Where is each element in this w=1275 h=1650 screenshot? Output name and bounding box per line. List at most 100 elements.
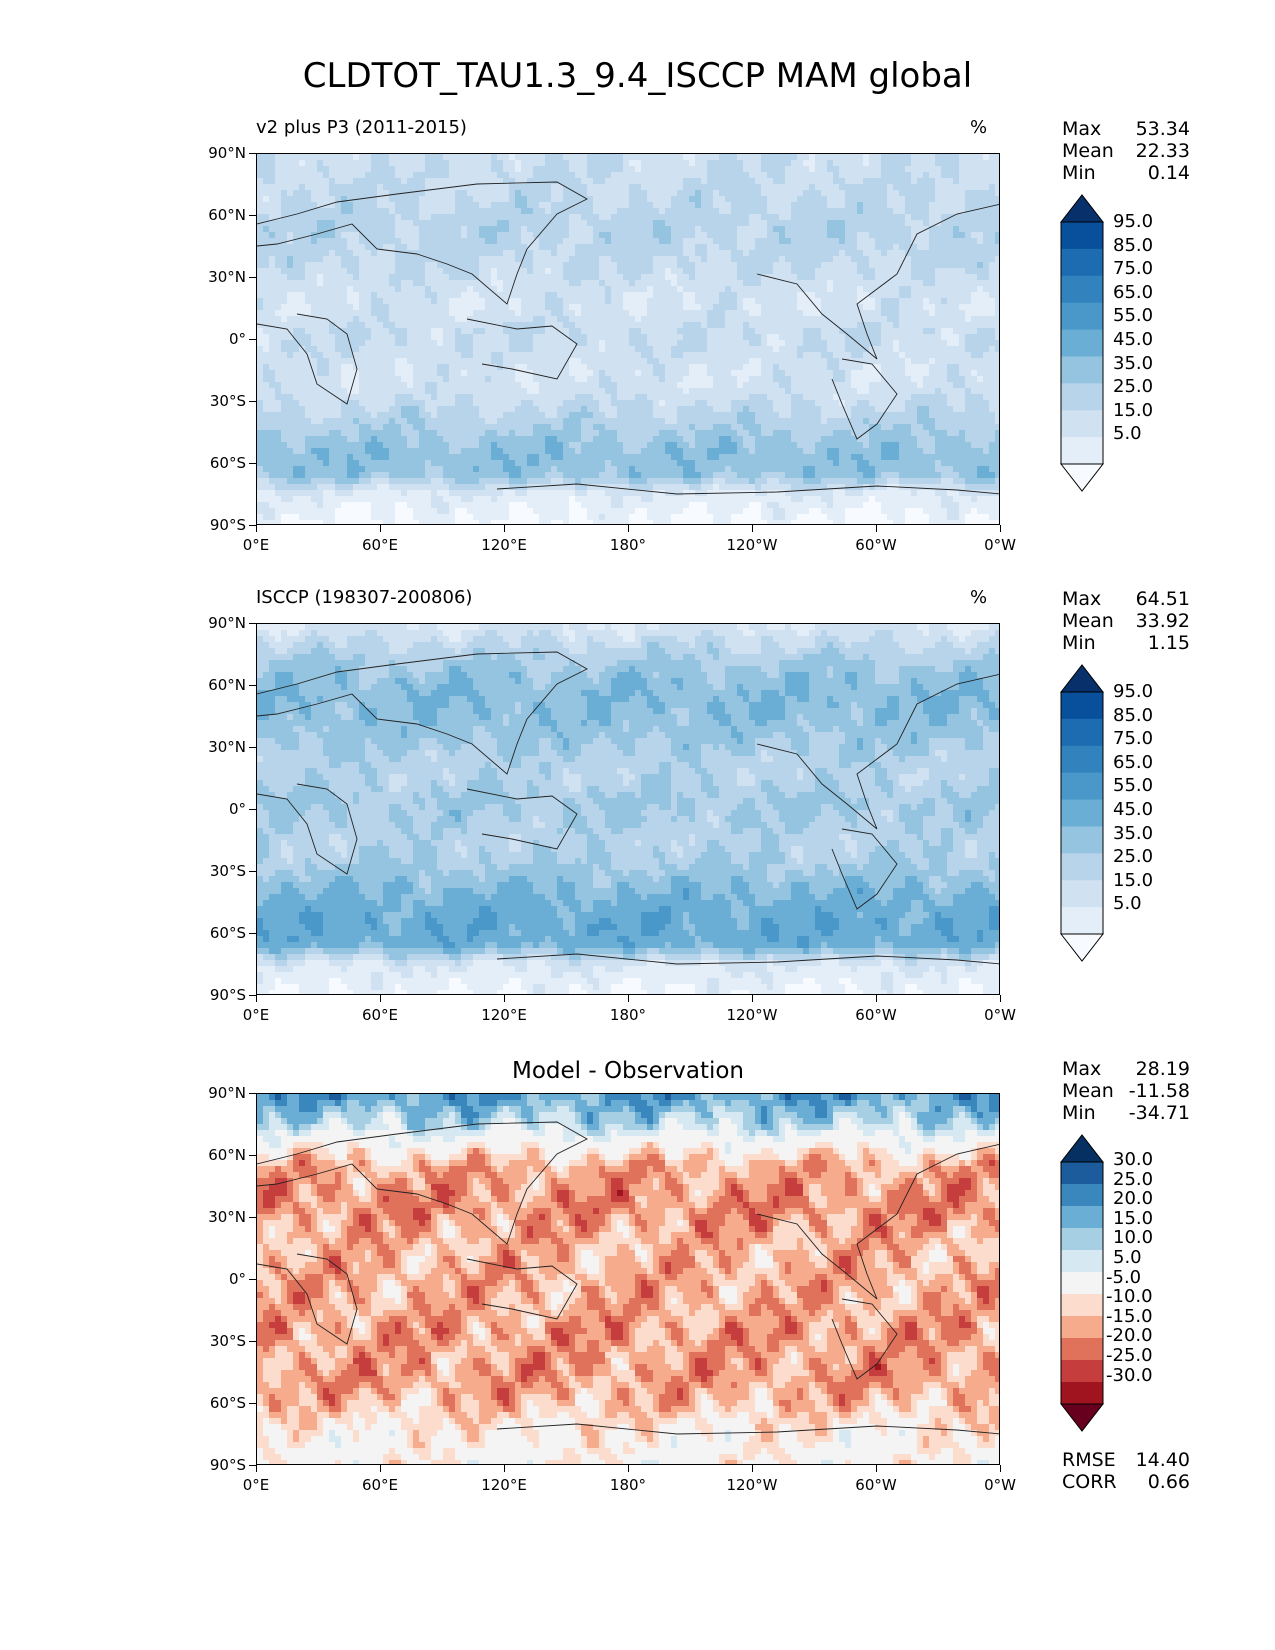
heatmap-cell [407, 232, 414, 239]
heatmap-cell [599, 346, 606, 353]
heatmap-cell [905, 388, 912, 395]
heatmap-cell [569, 328, 576, 335]
heatmap-cell [317, 334, 324, 341]
heatmap-cell [629, 178, 636, 185]
heatmap-cell [389, 160, 396, 167]
heatmap-cell [491, 214, 498, 221]
heatmap-cell [431, 244, 438, 251]
heatmap-cell [371, 334, 378, 341]
heatmap-cell [557, 172, 564, 179]
heatmap-cell [317, 376, 324, 383]
heatmap-cell [803, 310, 810, 317]
heatmap-cell [293, 256, 300, 263]
heatmap-cell [359, 184, 366, 191]
heatmap-cell [641, 226, 648, 233]
heatmap-cell [659, 370, 666, 377]
heatmap-cell [965, 340, 972, 347]
heatmap-cell [569, 316, 576, 323]
heatmap-cell [797, 268, 804, 275]
heatmap-cell [311, 292, 318, 299]
heatmap-cell [851, 268, 858, 275]
heatmap-cell [353, 358, 360, 365]
heatmap-cell [623, 166, 630, 173]
heatmap-cell [599, 322, 606, 329]
heatmap-cell [869, 322, 876, 329]
heatmap-cell [701, 226, 708, 233]
heatmap-cell [857, 274, 864, 281]
heatmap-cell [503, 382, 510, 389]
heatmap-cell [521, 184, 528, 191]
heatmap-cell [935, 190, 942, 197]
heatmap-cell [305, 304, 312, 311]
heatmap-cell [443, 388, 450, 395]
heatmap-cell [959, 334, 966, 341]
heatmap-cell [395, 226, 402, 233]
heatmap-cell [857, 370, 864, 377]
heatmap-cell [713, 250, 720, 257]
heatmap-cell [851, 190, 858, 197]
heatmap-cell [929, 328, 936, 335]
heatmap-cell [287, 160, 294, 167]
heatmap-cell [743, 160, 750, 167]
heatmap-cell [905, 196, 912, 203]
heatmap-cell [917, 178, 924, 185]
heatmap-cell [671, 172, 678, 179]
heatmap-cell [281, 256, 288, 263]
heatmap-cell [761, 286, 768, 293]
heatmap-cell [947, 280, 954, 287]
heatmap-cell [839, 190, 846, 197]
heatmap-cell [287, 340, 294, 347]
heatmap-cell [935, 214, 942, 221]
heatmap-cell [389, 394, 396, 401]
heatmap-cell [611, 244, 618, 251]
heatmap-cell [731, 166, 738, 173]
heatmap-cell [485, 160, 492, 167]
heatmap-cell [899, 262, 906, 269]
heatmap-cell [443, 274, 450, 281]
heatmap-cell [689, 364, 696, 371]
heatmap-cell [449, 226, 456, 233]
heatmap-cell [671, 220, 678, 227]
heatmap-cell [665, 316, 672, 323]
heatmap-cell [383, 244, 390, 251]
heatmap-cell [749, 196, 756, 203]
heatmap-cell [329, 250, 336, 257]
heatmap-cell [443, 310, 450, 317]
heatmap-cell [701, 166, 708, 173]
heatmap-cell [719, 262, 726, 269]
heatmap-cell [977, 328, 984, 335]
heatmap-cell [293, 388, 300, 395]
heatmap-cell [995, 286, 999, 293]
heatmap-cell [797, 184, 804, 191]
heatmap-cell [305, 364, 312, 371]
heatmap-cell [485, 184, 492, 191]
heatmap-cell [551, 202, 558, 209]
heatmap-cell [653, 328, 660, 335]
heatmap-cell [983, 292, 990, 299]
heatmap-cell [317, 172, 324, 179]
heatmap-cell [683, 172, 690, 179]
heatmap-cell [353, 208, 360, 215]
heatmap-cell [965, 346, 972, 353]
heatmap-cell [911, 268, 918, 275]
heatmap-cell [983, 238, 990, 245]
heatmap-cell [311, 286, 318, 293]
heatmap-cell [653, 274, 660, 281]
heatmap-cell [875, 238, 882, 245]
heatmap-cell [575, 322, 582, 329]
heatmap-cell [881, 292, 888, 299]
heatmap-cell [659, 268, 666, 275]
heatmap-cell [893, 190, 900, 197]
heatmap-cell [461, 172, 468, 179]
heatmap-cell [389, 256, 396, 263]
heatmap-cell [311, 328, 318, 335]
heatmap-cell [581, 166, 588, 173]
heatmap-cell [659, 154, 666, 161]
heatmap-cell [941, 358, 948, 365]
heatmap-cell [461, 352, 468, 359]
heatmap-cell [767, 376, 774, 383]
heatmap-cell [377, 238, 384, 245]
heatmap-cell [755, 160, 762, 167]
heatmap-cell [461, 250, 468, 257]
heatmap-cell [983, 190, 990, 197]
